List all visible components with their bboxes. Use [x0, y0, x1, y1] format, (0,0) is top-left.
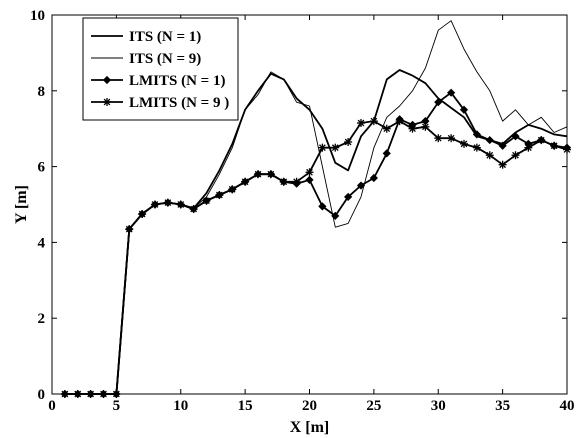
data-point-star [73, 390, 82, 398]
legend: ITS (N = 1) ITS (N = 9) LMITS (N = 1) LMITS… [82, 17, 239, 121]
data-point-star [550, 141, 559, 150]
x-tick-label: 40 [560, 398, 575, 414]
data-point-star [279, 177, 288, 186]
axis-ticks: 0 5 10 15 20 25 30 35 40 0 2 4 6 8 10 [30, 8, 575, 414]
legend-item: LMITS (N = 9 ) [91, 95, 229, 111]
data-point-star [125, 225, 134, 234]
y-axis-label: Y [m] [13, 185, 30, 224]
data-point-star [524, 143, 533, 152]
y-tick-label: 10 [30, 8, 45, 24]
data-point-diamond [318, 202, 327, 211]
data-point-star [563, 145, 571, 154]
data-point-star [369, 117, 378, 126]
legend-item: ITS (N = 1) [91, 29, 201, 45]
legend-label: LMITS (N = 9 ) [129, 95, 229, 111]
y-tick-label: 8 [38, 84, 46, 100]
data-point-star [382, 124, 391, 133]
data-point-star [421, 122, 430, 131]
data-point-star [511, 151, 520, 160]
data-point-diamond [331, 211, 340, 220]
data-point-star [60, 390, 69, 398]
data-point-star [344, 137, 353, 146]
legend-item: ITS (N = 9) [91, 51, 201, 67]
data-point-star [537, 136, 546, 145]
data-point-diamond [382, 149, 391, 158]
legend-label: ITS (N = 1) [129, 29, 201, 45]
x-tick-label: 25 [366, 398, 381, 414]
data-point-diamond [305, 175, 314, 184]
data-point-diamond [102, 75, 112, 85]
data-point-star [266, 170, 275, 179]
data-point-star [241, 177, 250, 186]
data-point-diamond [369, 173, 378, 183]
x-tick-label: 10 [173, 398, 188, 414]
data-point-diamond [485, 135, 494, 145]
data-point-star [357, 119, 365, 128]
data-point-diamond [447, 88, 456, 97]
data-point-star [228, 185, 237, 194]
data-point-star [176, 200, 185, 209]
data-point-diamond [511, 132, 520, 141]
data-point-star [408, 124, 417, 133]
data-point-diamond [356, 181, 366, 190]
data-point-star [151, 200, 159, 209]
data-point-star [254, 170, 262, 179]
data-point-diamond [434, 98, 443, 107]
data-point-star [472, 143, 481, 152]
data-point-star [318, 143, 327, 152]
x-tick-label: 15 [238, 398, 253, 414]
data-point-star [202, 196, 211, 205]
data-point-star [215, 191, 224, 200]
data-point-star [485, 151, 494, 160]
y-tick-label: 6 [38, 160, 46, 176]
legend-label: ITS (N = 9) [129, 51, 201, 67]
data-point-star [138, 209, 147, 218]
x-axis-label: X [m] [290, 419, 330, 436]
data-point-star [103, 98, 111, 106]
data-point-star [292, 177, 301, 186]
x-tick-label: 35 [495, 398, 510, 414]
data-point-star [305, 168, 314, 177]
data-point-star [447, 134, 456, 143]
data-point-diamond [344, 192, 353, 202]
data-point-diamond [459, 105, 469, 114]
x-tick-label: 0 [48, 398, 56, 414]
data-point-star [163, 198, 172, 207]
data-point-star [189, 205, 198, 214]
data-point-diamond [498, 141, 507, 150]
x-tick-label: 20 [302, 398, 317, 414]
data-point-star [99, 390, 108, 398]
legend-label: LMITS (N = 1) [129, 73, 225, 89]
data-point-star [498, 160, 507, 169]
data-point-star [434, 134, 443, 143]
series-line [64, 120, 568, 395]
series-layer [60, 20, 572, 399]
x-tick-label: 5 [113, 398, 121, 414]
x-tick-label: 30 [431, 398, 446, 414]
data-point-star [395, 117, 404, 126]
data-point-star [460, 139, 468, 148]
legend-item: LMITS (N = 1) [91, 73, 225, 89]
data-point-diamond [472, 130, 481, 139]
series-4 [60, 117, 571, 398]
plot-area: 0 5 10 15 20 25 30 35 40 0 2 4 6 8 10 [30, 8, 575, 414]
y-tick-label: 2 [38, 311, 46, 327]
y-tick-label: 0 [38, 387, 46, 403]
y-tick-label: 4 [38, 235, 46, 251]
data-point-star [86, 390, 95, 398]
data-point-star [331, 143, 340, 152]
